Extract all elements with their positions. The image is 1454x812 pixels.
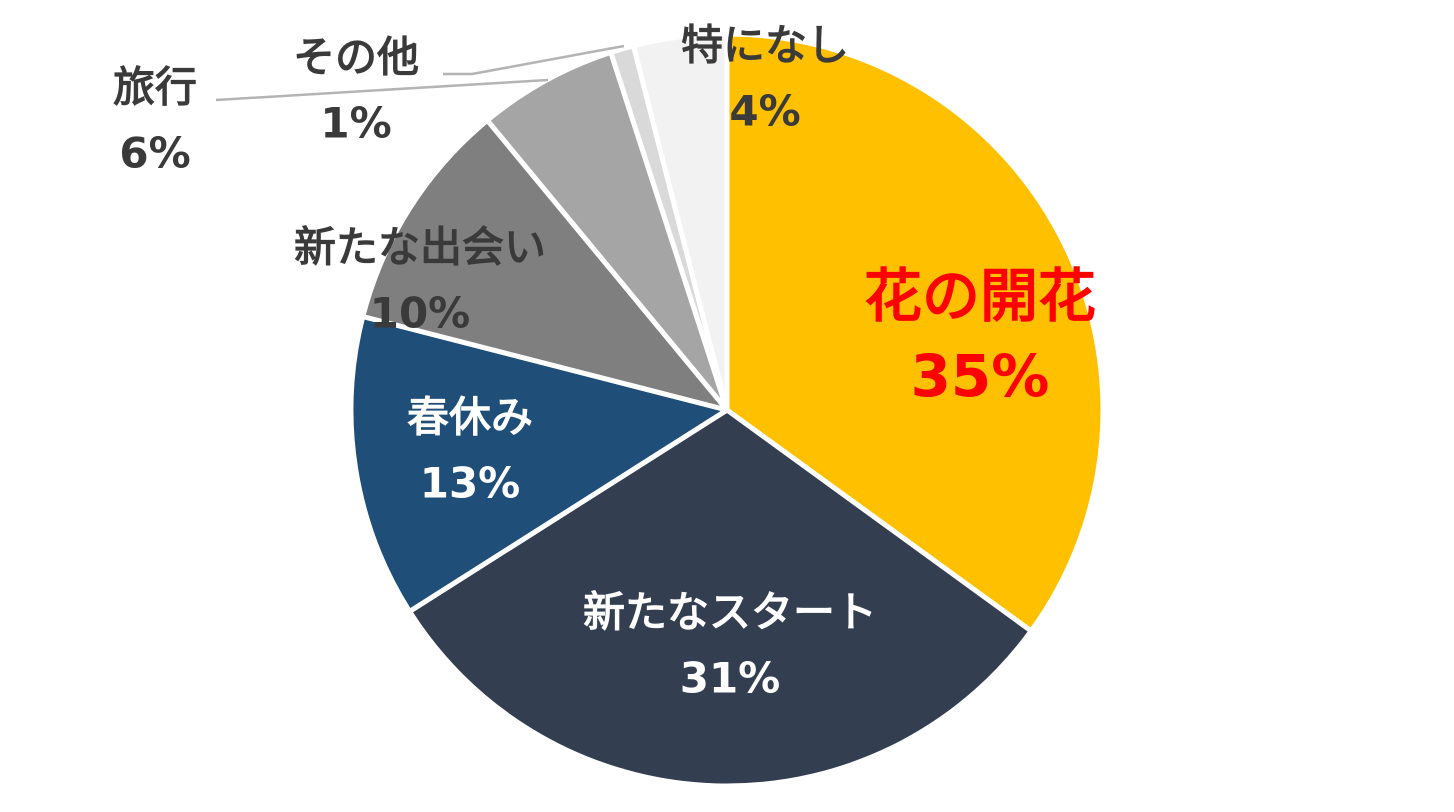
slice-value-label-6: 1%: [320, 99, 391, 148]
slice-value-label-3: 13%: [420, 459, 521, 508]
pie-slice-4: [360, 117, 730, 413]
slice-category-label-6: その他: [293, 33, 419, 82]
pie-slice-1: [724, 31, 1106, 634]
leader-line-5: [215, 78, 549, 102]
slice-value-label-5: 6%: [119, 129, 190, 178]
leader-lines: [215, 44, 625, 102]
slice-value-label-2: 31%: [680, 654, 781, 703]
slice-category-label-5: 旅行: [113, 63, 197, 112]
slice-value-label-1: 35%: [911, 342, 1050, 410]
slice-category-label-7: 特になし: [681, 21, 849, 70]
slice-category-label-2: 新たなスタート: [583, 588, 877, 637]
pie-slice-2: [407, 407, 1034, 789]
slice-category-label-4: 新たな出会い: [294, 223, 546, 272]
pie-slice-7: [630, 31, 730, 413]
slice-value-label-7: 4%: [729, 87, 800, 136]
slice-category-label-1: 花の開花: [864, 262, 1096, 330]
slice-category-label-3: 春休み: [407, 393, 533, 442]
leader-line-6: [443, 44, 625, 76]
pie-slice-3: [348, 313, 730, 614]
pie-slices: [348, 31, 1106, 789]
data-labels: 花の開花 35% 新たなスタート 31% 春休み 13% 新たな出会い 10% 旅行 6% その他 1…: [113, 21, 1096, 703]
slice-value-label-4: 10%: [370, 289, 471, 338]
